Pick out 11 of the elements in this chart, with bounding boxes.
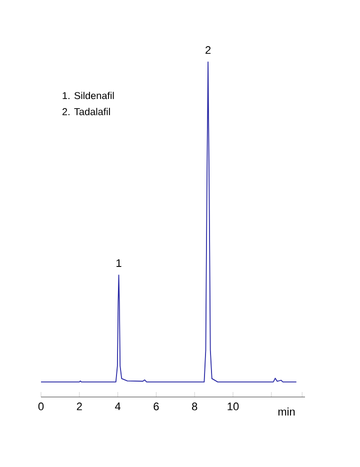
annotation: 2 (206, 46, 211, 54)
x-tick-label: 2 (76, 402, 82, 410)
annotation: 1 (116, 259, 122, 267)
x-tick-label: 0 (38, 402, 44, 410)
x-axis-title: min (278, 408, 295, 416)
annotation: 2. Tadalafil (62, 108, 110, 116)
annotation: 1. Sildenafil (62, 92, 114, 100)
x-tick-label: 6 (154, 402, 159, 410)
x-tick-label: 4 (115, 402, 121, 410)
x-tick-label: 8 (192, 402, 198, 410)
x-tick-label: 10 (228, 402, 239, 410)
